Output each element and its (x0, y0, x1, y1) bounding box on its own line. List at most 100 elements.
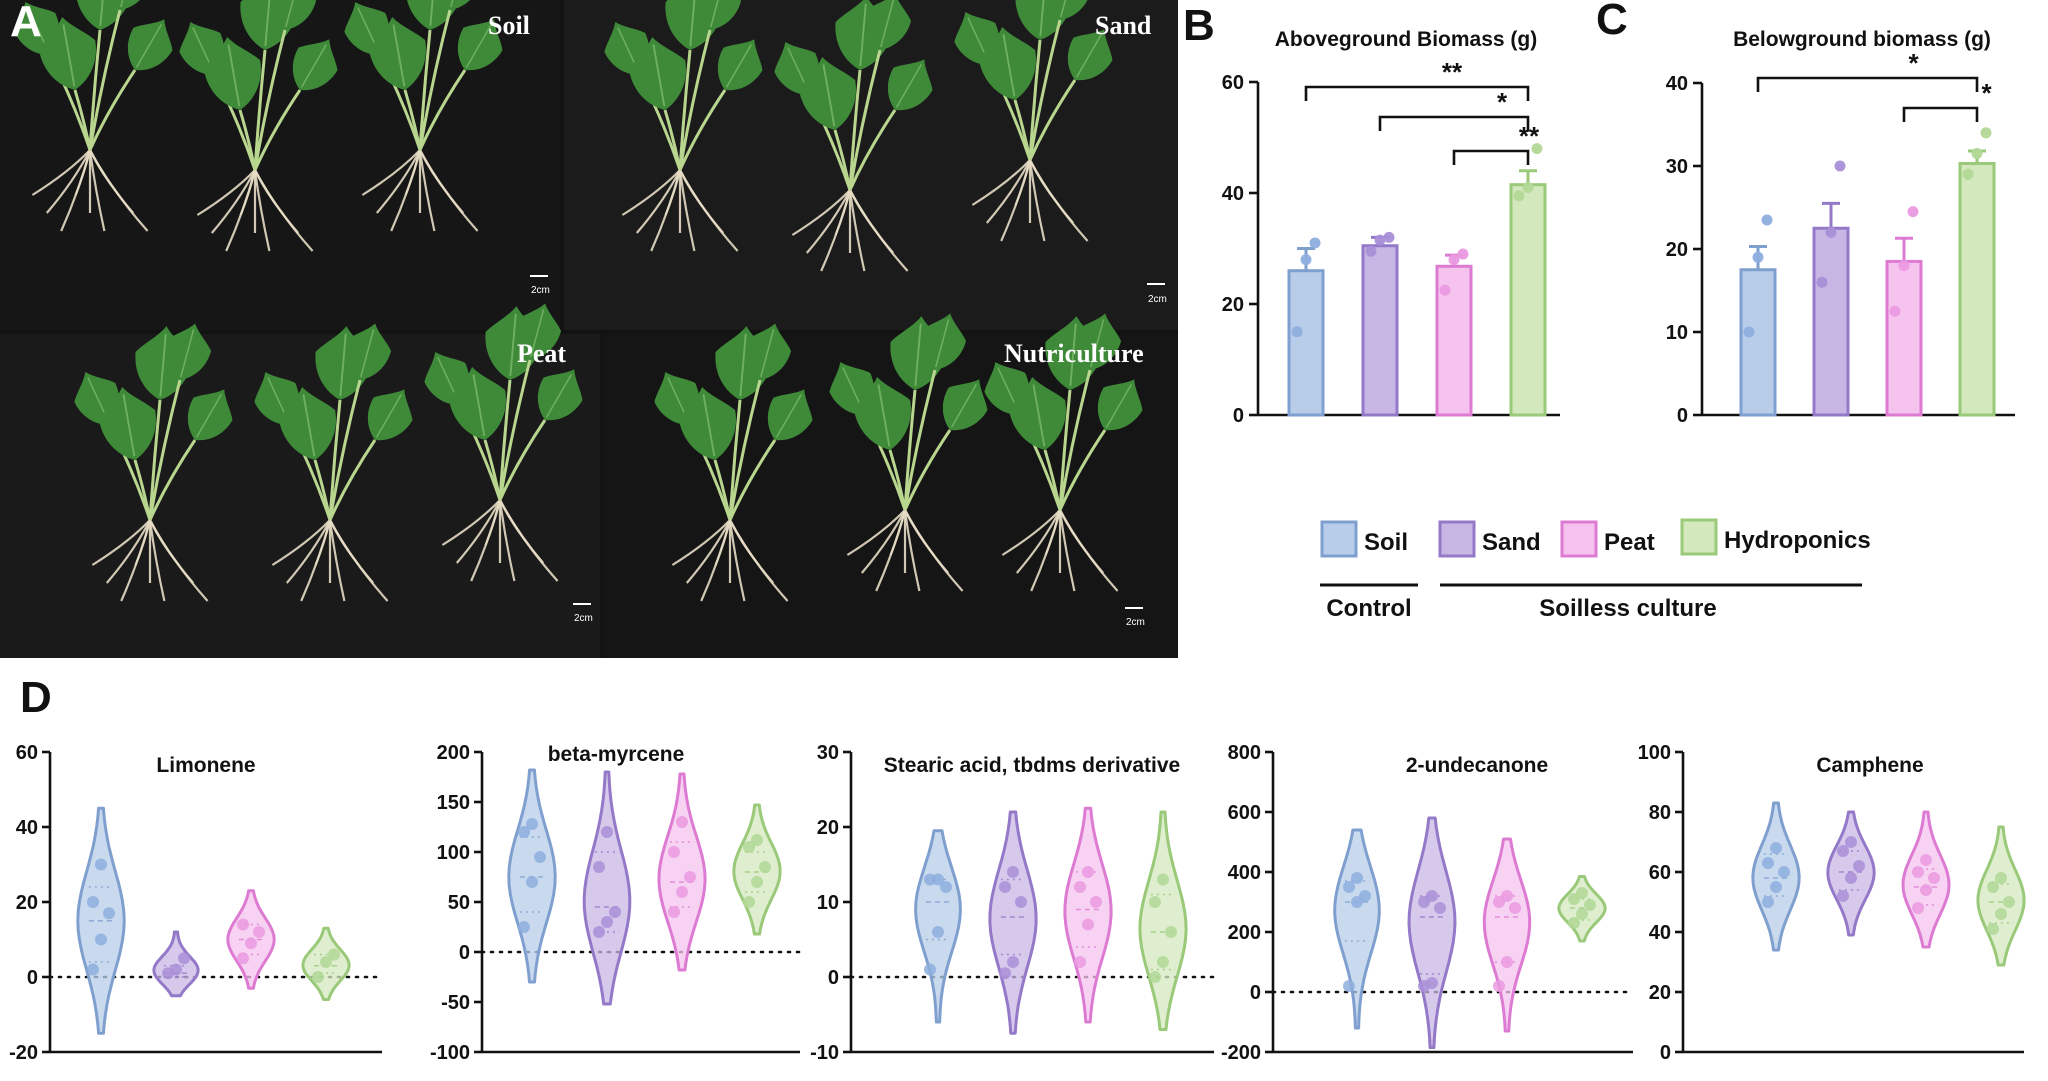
data-point (1531, 143, 1543, 155)
root (805, 189, 851, 254)
y-tick-label: 20 (1649, 982, 1671, 1004)
y-tick-label: 600 (1228, 802, 1261, 824)
stem (1013, 99, 1032, 161)
stem (833, 129, 852, 191)
legend-label-sand: Sand (1482, 529, 1541, 556)
stem (848, 49, 882, 191)
scale-bar-label: 2cm (531, 285, 550, 296)
data-point (668, 906, 680, 918)
chart-title: Aboveground Biomass (g) (1275, 28, 1538, 51)
data-point (1825, 226, 1837, 238)
data-point (1837, 890, 1849, 902)
scale-bar-label: 2cm (574, 613, 593, 624)
data-point (1778, 866, 1790, 878)
data-point (87, 963, 99, 976)
data-point (609, 906, 621, 918)
y-tick-label: 40 (1649, 922, 1671, 944)
y-tick-label: 80 (1649, 802, 1671, 824)
panel-label-d: D (20, 673, 52, 722)
chart-title: Camphene (1816, 754, 1923, 777)
data-point (759, 861, 771, 873)
chart-title: Belowground biomass (g) (1733, 28, 1991, 51)
data-point (526, 876, 538, 888)
y-tick-label: 60 (1649, 862, 1671, 884)
data-point (1995, 908, 2007, 920)
violin-hydroponics (1976, 825, 2026, 967)
y-tick-label: 200 (437, 742, 470, 764)
data-point (743, 841, 755, 853)
panel-a-photo: A Soil Sand Peat Nutriculture 2cm 2cm 2c… (0, 0, 1178, 658)
root (285, 519, 331, 584)
data-point (95, 933, 107, 946)
significance-label: ** (1519, 121, 1540, 151)
data-point (1359, 890, 1371, 902)
stem (678, 89, 727, 171)
data-point (1770, 881, 1782, 893)
data-point (940, 881, 952, 893)
data-point (328, 948, 340, 961)
root (328, 519, 346, 602)
violin-soil (1333, 828, 1381, 1030)
bar-hydroponics (1958, 162, 1996, 417)
data-point (1912, 902, 1924, 914)
root (45, 149, 91, 214)
root (455, 499, 501, 564)
chart-title: 2-undecanone (1406, 754, 1548, 777)
y-tick-label: -100 (430, 1042, 470, 1064)
root (88, 149, 106, 232)
chart-title: Limonene (156, 754, 255, 777)
data-point (751, 876, 763, 888)
y-tick-label: 30 (1666, 156, 1688, 178)
stem (328, 379, 362, 521)
root (329, 519, 389, 602)
stem (678, 29, 712, 171)
data-point (684, 871, 696, 883)
root (254, 169, 314, 252)
data-point (1082, 918, 1094, 931)
bar-chart-belowground: Belowground biomass (g) 0 10 20 30 40 * * (1666, 28, 2015, 427)
y-tick-label: 400 (1228, 862, 1261, 884)
panel-label-a: A (10, 0, 42, 46)
root (441, 499, 501, 546)
data-point (1845, 872, 1857, 884)
stem (663, 109, 682, 171)
significance-bracket (1452, 149, 1530, 165)
data-point (1752, 251, 1764, 263)
root (728, 519, 746, 602)
data-point (1513, 190, 1525, 202)
root (271, 519, 331, 566)
root (498, 499, 516, 582)
stem (1058, 429, 1107, 511)
y-tick-label: 10 (1666, 322, 1688, 344)
stem (903, 429, 952, 511)
y-tick-label: 20 (1222, 294, 1244, 316)
plant (244, 316, 425, 602)
photo-label-nutriculture: Nutriculture (1004, 339, 1144, 368)
significance-bracket (1304, 85, 1530, 101)
y-tick-label: 60 (1222, 72, 1244, 94)
data-point (245, 937, 257, 950)
data-point (1987, 881, 1999, 893)
scale-bar-nutriculture: 2cm (1125, 607, 1145, 628)
data-point (1980, 127, 1992, 139)
stem (148, 379, 182, 521)
stem (713, 459, 732, 521)
root (679, 169, 739, 252)
root (361, 149, 421, 196)
data-point (518, 826, 530, 838)
data-point (1448, 254, 1460, 266)
plant (64, 316, 245, 602)
root (621, 169, 681, 216)
data-point (534, 851, 546, 863)
root (418, 149, 436, 232)
data-point (526, 818, 538, 830)
stem (253, 29, 287, 171)
data-point (1439, 284, 1451, 296)
data-point (1343, 980, 1355, 992)
stem (133, 459, 152, 521)
data-point (1889, 305, 1901, 317)
bar-hydroponics (1509, 183, 1547, 417)
data-point (743, 896, 755, 908)
data-point (1762, 857, 1774, 869)
data-point (1853, 860, 1865, 872)
